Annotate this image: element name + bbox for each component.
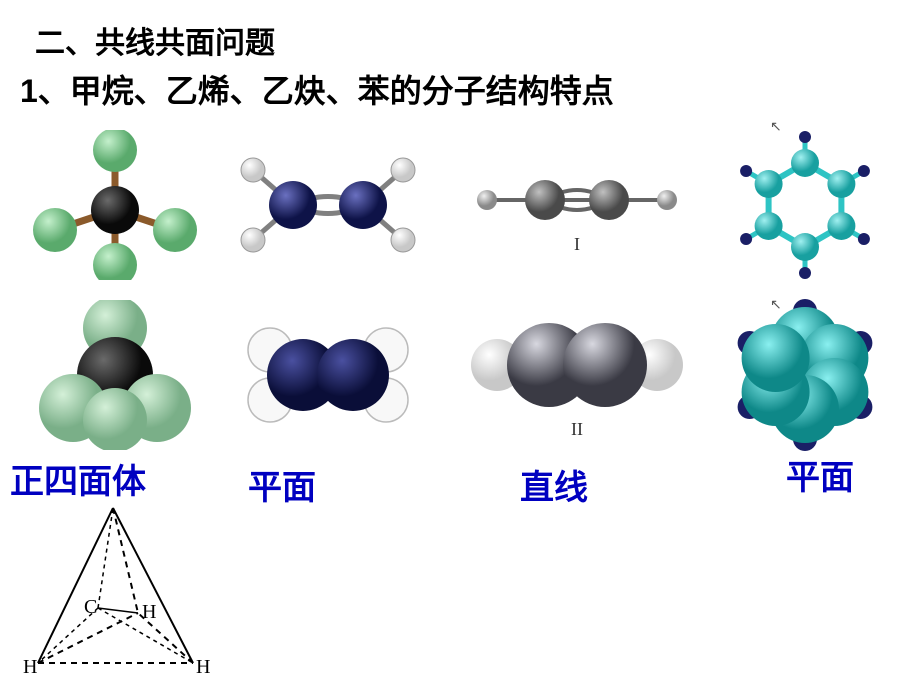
ethylene-label: 平面 <box>248 460 316 509</box>
benzene-spacefill <box>720 300 890 450</box>
acetylene-spacefill: II <box>447 300 707 450</box>
acetylene-ballstick: I <box>447 130 707 280</box>
methane-ballstick <box>20 130 210 280</box>
benzene-ballstick <box>720 130 890 280</box>
section-heading: 二、共线共面问题 <box>35 18 275 62</box>
atom-h-left: H <box>23 656 37 678</box>
methane-spacefill <box>20 300 210 450</box>
ethylene-ballstick <box>223 130 433 280</box>
atom-c: C <box>84 596 97 618</box>
tetrahedron-diagram: C H H H <box>18 498 213 688</box>
subsection-heading: 1、甲烷、乙烯、乙炔、苯的分子结构特点 <box>20 66 614 112</box>
atom-h-rear: H <box>142 601 156 623</box>
acetylene-label: 直线 <box>520 460 588 509</box>
ethylene-spacefill <box>223 300 433 450</box>
cursor-mark: ↖ <box>770 296 782 313</box>
methane-label: 正四面体 <box>10 454 146 503</box>
benzene-label: 平面 <box>786 450 854 499</box>
svg-text:II: II <box>571 419 583 439</box>
cursor-mark: ↖ <box>770 118 782 135</box>
svg-text:I: I <box>574 234 580 254</box>
atom-h-right: H <box>196 656 210 678</box>
